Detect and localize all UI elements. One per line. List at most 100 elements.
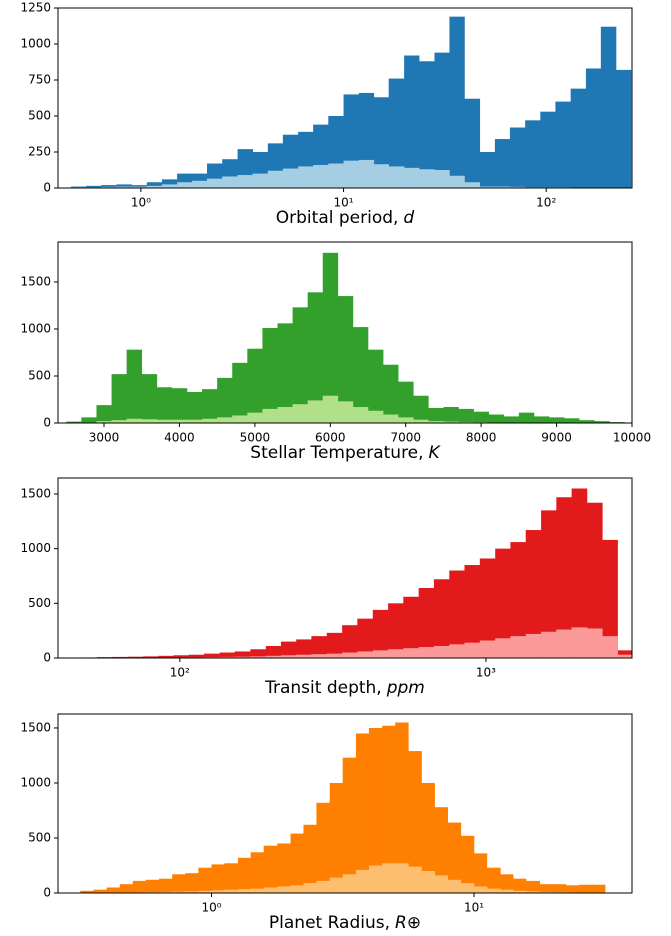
bar (158, 655, 174, 658)
bar (81, 417, 97, 423)
x-tick-label: 10⁰ (131, 196, 151, 210)
bar (298, 166, 314, 188)
bar (188, 654, 205, 658)
bar (211, 890, 225, 893)
bar (342, 757, 357, 893)
bar (159, 891, 173, 893)
bar (204, 653, 221, 658)
y-tick-label: 1250 (20, 1, 51, 15)
bar (404, 55, 420, 188)
bar (617, 654, 632, 658)
bar (368, 727, 383, 893)
bar (171, 419, 188, 423)
bar (513, 878, 527, 893)
bar (250, 656, 267, 658)
bar (473, 886, 488, 893)
bar (464, 182, 481, 188)
bar (262, 328, 278, 423)
y-tick-label: 250 (28, 145, 51, 159)
bar (198, 890, 212, 893)
bar (570, 88, 587, 188)
bar (277, 323, 293, 423)
bar (464, 98, 481, 188)
x-axis-label: Stellar Temperature, K (250, 443, 441, 463)
bar (510, 636, 527, 658)
bar (222, 176, 238, 188)
bar (555, 101, 571, 188)
bar (473, 853, 488, 893)
bar (460, 835, 475, 893)
bar (494, 186, 511, 188)
bar (447, 879, 462, 893)
bar (408, 751, 422, 893)
bar (383, 364, 399, 423)
bar (111, 374, 127, 423)
bar (479, 152, 496, 188)
bar (479, 186, 496, 188)
y-tick-label: 0 (43, 416, 51, 430)
bar (571, 488, 588, 658)
bar (126, 418, 143, 423)
bar (329, 782, 343, 893)
y-tick-label: 1000 (20, 37, 51, 51)
bar (500, 889, 514, 893)
bar (119, 884, 134, 893)
bar (594, 421, 610, 423)
bar (443, 421, 459, 423)
x-tick-label: 8000 (466, 431, 497, 445)
bar (234, 651, 251, 658)
bar (383, 414, 399, 423)
bar (525, 633, 542, 658)
bar (460, 883, 475, 893)
bar (116, 184, 132, 188)
bar (418, 647, 435, 658)
bar (486, 867, 501, 893)
bar (342, 625, 358, 658)
bar (146, 182, 163, 188)
bar (486, 888, 501, 893)
bar (518, 412, 535, 423)
x-axis-label-text: Transit depth, (264, 678, 382, 698)
bar (66, 421, 82, 423)
bar (292, 307, 308, 423)
bar (368, 410, 384, 423)
bar (541, 510, 557, 658)
bar (434, 170, 450, 188)
bar (185, 891, 199, 893)
bar (186, 419, 203, 423)
bar (303, 824, 317, 893)
bar (311, 636, 328, 658)
bar (217, 417, 233, 423)
bar (101, 186, 117, 188)
x-axis-label-unit: K (429, 443, 442, 463)
bar (126, 349, 143, 423)
x-tick-label: 6000 (315, 431, 346, 445)
bar (173, 655, 190, 658)
bar (355, 733, 370, 893)
bar (388, 649, 404, 658)
bar (382, 725, 396, 893)
y-tick-label: 1000 (20, 775, 51, 789)
bar (96, 421, 112, 423)
x-tick-label: 10² (536, 196, 556, 210)
bar (161, 184, 178, 188)
bar (156, 419, 173, 423)
bar (413, 419, 429, 423)
bar (96, 405, 112, 423)
x-tick-label: 10³ (476, 666, 496, 680)
bar (473, 411, 489, 423)
bar (526, 891, 541, 893)
bar (355, 869, 370, 893)
y-tick-label: 0 (43, 886, 51, 900)
bar (413, 395, 429, 423)
bar (250, 852, 264, 893)
bar (159, 878, 173, 893)
bar (525, 530, 542, 658)
bar (250, 649, 267, 658)
bar (290, 833, 304, 893)
x-axis-label: Orbital period, d (276, 208, 415, 228)
bar (458, 408, 474, 423)
bar (232, 415, 248, 423)
x-axis-label-unit: d (403, 208, 414, 228)
bar (237, 175, 253, 188)
